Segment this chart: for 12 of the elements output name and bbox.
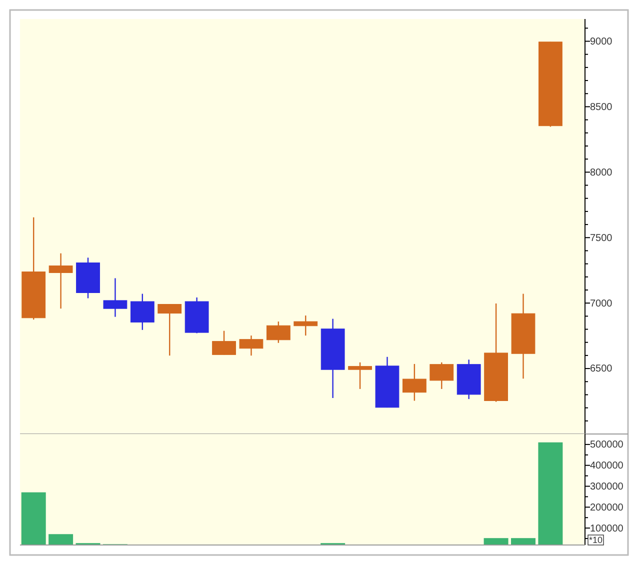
y-tick-label: 7000 <box>590 298 613 310</box>
y-tick-label: 500000 <box>590 440 624 451</box>
text: *10 <box>589 535 603 545</box>
y-tick-label: 400000 <box>590 460 624 472</box>
y-tick-label: 8500 <box>590 102 613 113</box>
y-tick-label: 100000 <box>590 523 624 534</box>
y-tick-label: 8000 <box>590 167 613 178</box>
y-tick-label: 300000 <box>590 481 624 492</box>
y-tick-label: 9000 <box>590 36 613 48</box>
y-tick-label: 6500 <box>590 364 613 375</box>
y-tick-label: 7500 <box>590 232 613 244</box>
y-tick-label: 200000 <box>590 502 624 514</box>
